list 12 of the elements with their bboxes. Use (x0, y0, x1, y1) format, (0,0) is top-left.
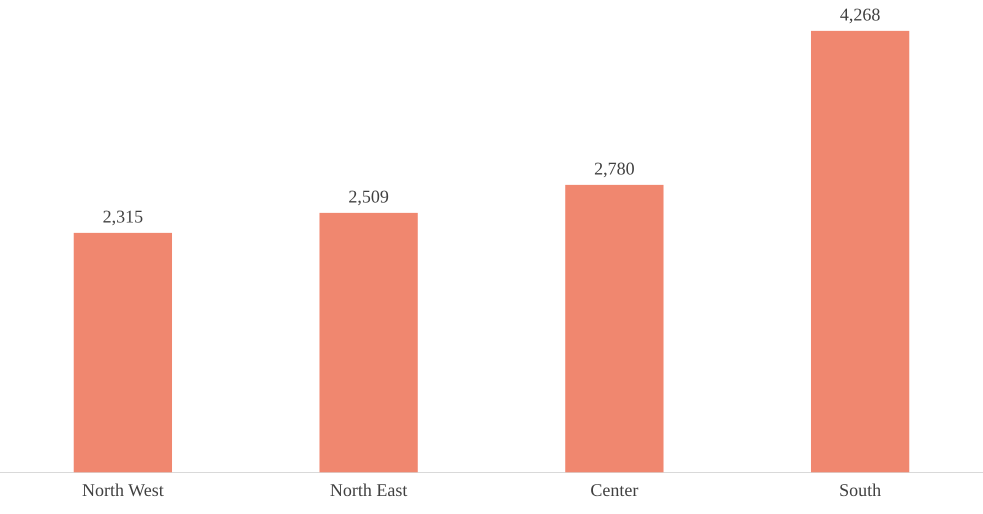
x-tick-label: South (839, 480, 882, 500)
data-label: 2,315 (102, 206, 144, 227)
data-label: 4,268 (840, 4, 880, 25)
x-tick-label: North East (330, 480, 408, 500)
x-tick-label: North West (82, 480, 164, 500)
bar (319, 212, 418, 472)
bar (565, 184, 664, 472)
bar (810, 30, 910, 472)
x-tick-label: Center (590, 480, 638, 500)
bar (74, 232, 172, 472)
data-label: 2,509 (348, 186, 389, 207)
data-label: 2,780 (594, 158, 635, 179)
